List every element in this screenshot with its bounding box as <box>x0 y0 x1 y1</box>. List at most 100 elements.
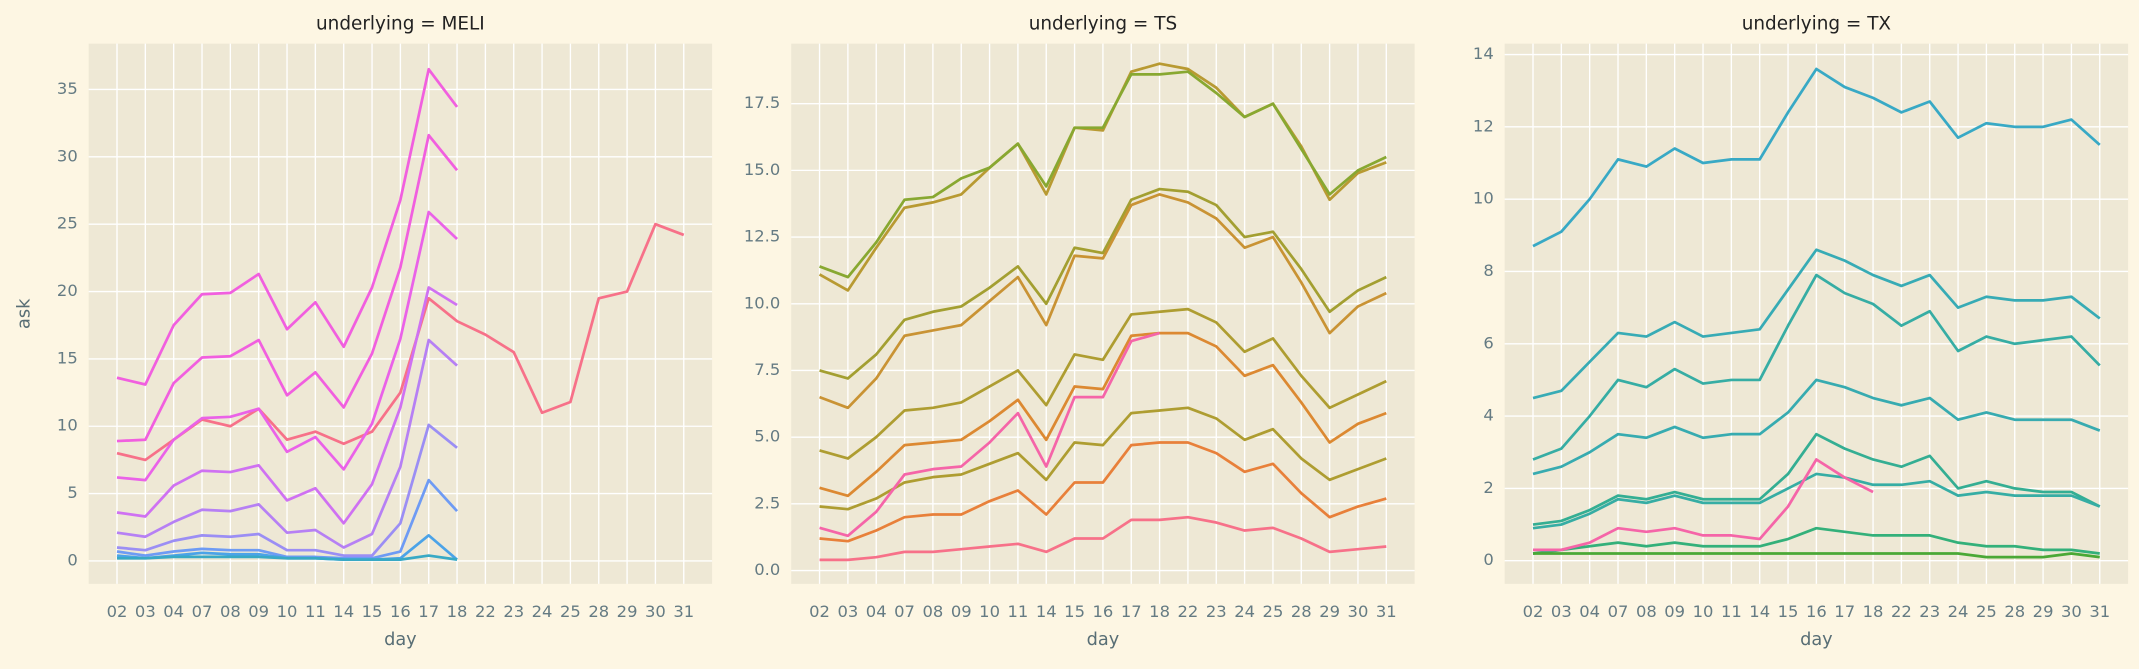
y-tick-label: 6 <box>1483 333 1493 352</box>
x-tick-label: 17 <box>1121 602 1142 621</box>
y-tick-label: 14 <box>1473 44 1494 63</box>
x-tick-label: 17 <box>1834 602 1855 621</box>
x-tick-label: 31 <box>2089 602 2110 621</box>
x-tick-label: 04 <box>1579 602 1600 621</box>
x-tick-label: 14 <box>1749 602 1770 621</box>
x-tick-label: 03 <box>1551 602 1572 621</box>
x-tick-label: 02 <box>809 602 830 621</box>
series-line <box>116 133 459 443</box>
x-tick-label: 31 <box>673 602 694 621</box>
x-tick-label: 31 <box>1376 602 1397 621</box>
x-tick-label: 08 <box>922 602 943 621</box>
x-tick-label: 10 <box>1693 602 1714 621</box>
y-tick-label: 20 <box>57 281 78 300</box>
series-line <box>819 331 1160 538</box>
y-tick-label: 25 <box>57 214 78 233</box>
x-tick-label: 16 <box>1806 602 1827 621</box>
x-tick-label: 22 <box>1178 602 1199 621</box>
x-tick-label: 30 <box>1348 602 1369 621</box>
x-tick-label: 23 <box>503 602 524 621</box>
series-line <box>1532 273 2101 461</box>
x-tick-label: 16 <box>390 602 411 621</box>
x-tick-label: 23 <box>1206 602 1227 621</box>
y-tick-label: 7.5 <box>754 360 780 379</box>
x-tick-label: 28 <box>1291 602 1312 621</box>
x-tick-label: 22 <box>475 602 496 621</box>
y-tick-label: 12.5 <box>744 227 780 246</box>
x-tick-label: 25 <box>1976 602 1997 621</box>
series-line <box>1533 458 1874 552</box>
series-line <box>116 286 458 525</box>
series-line <box>1532 67 2101 248</box>
x-tick-label: 25 <box>560 602 581 621</box>
x-tick-label: 03 <box>135 602 156 621</box>
x-tick-label: 15 <box>362 602 383 621</box>
y-tick-label: 5.0 <box>754 427 780 446</box>
series-line <box>116 210 458 482</box>
series-line <box>117 554 458 561</box>
x-tick-label: 28 <box>588 602 609 621</box>
x-tick-label: 14 <box>333 602 354 621</box>
y-tick-label: 0.0 <box>754 560 780 579</box>
series-line <box>819 515 1387 562</box>
y-tick-label: 2.5 <box>754 493 780 512</box>
x-tick-label: 03 <box>837 602 858 621</box>
x-tick-label: 07 <box>894 602 915 621</box>
series-line <box>116 222 685 462</box>
series-line <box>819 331 1387 498</box>
x-tick-label: 16 <box>1093 602 1114 621</box>
x-tick-label: 29 <box>1319 602 1340 621</box>
x-tick-label: 30 <box>645 602 666 621</box>
x-tick-label: 14 <box>1036 602 1057 621</box>
x-tick-label: 07 <box>1608 602 1629 621</box>
y-tick-label: 35 <box>57 79 78 98</box>
x-tick-label: 02 <box>1523 602 1544 621</box>
series-line <box>819 441 1387 543</box>
x-tick-label: 11 <box>1721 602 1742 621</box>
x-tick-label: 18 <box>447 602 468 621</box>
x-tick-label: 30 <box>2061 602 2082 621</box>
x-tick-label: 28 <box>2004 602 2025 621</box>
x-tick-label: 15 <box>1064 602 1085 621</box>
series-line <box>819 307 1387 460</box>
y-tick-label: 0 <box>67 550 77 569</box>
y-tick-label: 17.5 <box>744 93 780 112</box>
x-tick-label: 07 <box>192 602 213 621</box>
x-tick-label: 04 <box>163 602 184 621</box>
x-tick-label: 24 <box>1948 602 1969 621</box>
y-tick-label: 15 <box>57 348 78 367</box>
y-tick-label: 12 <box>1473 116 1494 135</box>
series-line <box>819 70 1387 279</box>
x-tick-label: 11 <box>1007 602 1028 621</box>
x-tick-label: 08 <box>220 602 241 621</box>
x-axis-label: day <box>1800 630 1833 650</box>
x-tick-label: 10 <box>277 602 298 621</box>
x-tick-label: 23 <box>1919 602 1940 621</box>
chart-title: underlying = TS <box>1029 14 1177 35</box>
chart-title: underlying = MELI <box>316 14 485 35</box>
x-tick-label: 29 <box>2033 602 2054 621</box>
y-tick-label: 10.0 <box>744 293 780 312</box>
series-line <box>116 338 458 549</box>
y-tick-label: 10 <box>57 416 78 435</box>
series-line <box>819 193 1387 410</box>
x-tick-label: 24 <box>532 602 553 621</box>
series-line <box>819 406 1387 511</box>
x-tick-label: 15 <box>1778 602 1799 621</box>
series-line <box>116 67 459 386</box>
x-tick-label: 04 <box>866 602 887 621</box>
series-line <box>1532 248 2101 400</box>
x-tick-label: 25 <box>1263 602 1284 621</box>
x-tick-label: 10 <box>979 602 1000 621</box>
x-axis-label: day <box>384 630 417 650</box>
x-tick-label: 09 <box>1664 602 1685 621</box>
x-tick-label: 02 <box>107 602 128 621</box>
x-tick-label: 09 <box>951 602 972 621</box>
x-tick-label: 24 <box>1234 602 1255 621</box>
y-tick-label: 30 <box>57 146 78 165</box>
x-tick-label: 08 <box>1636 602 1657 621</box>
y-tick-label: 5 <box>67 483 77 502</box>
series-line <box>1532 472 2101 530</box>
chart-title: underlying = TX <box>1742 14 1892 35</box>
